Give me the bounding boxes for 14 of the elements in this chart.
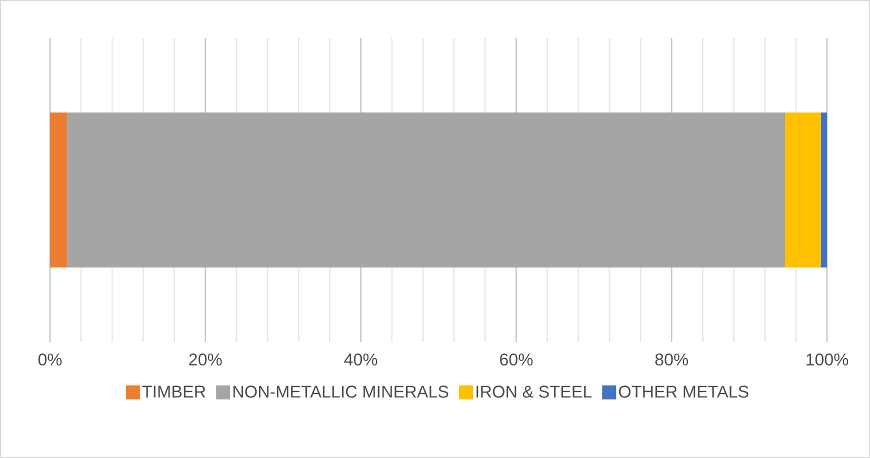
bar: [50, 112, 68, 268]
legend-label: IRON & STEEL: [476, 386, 592, 398]
bar: [820, 112, 828, 268]
legend-label: TIMBER: [142, 386, 206, 398]
x-tick-label: 80%: [655, 354, 688, 366]
x-tick-label: 0%: [38, 354, 62, 366]
x-tick-label: 100%: [806, 354, 848, 366]
x-tick-label: 40%: [344, 354, 378, 366]
legend-label: NON-METALLIC MINERALS: [233, 386, 448, 398]
x-tick-label: 60%: [500, 354, 533, 366]
legend-label: OTHER METALS: [618, 386, 748, 398]
bar: [67, 112, 786, 268]
bar: [785, 112, 821, 268]
x-tick-label: 20%: [189, 354, 222, 366]
